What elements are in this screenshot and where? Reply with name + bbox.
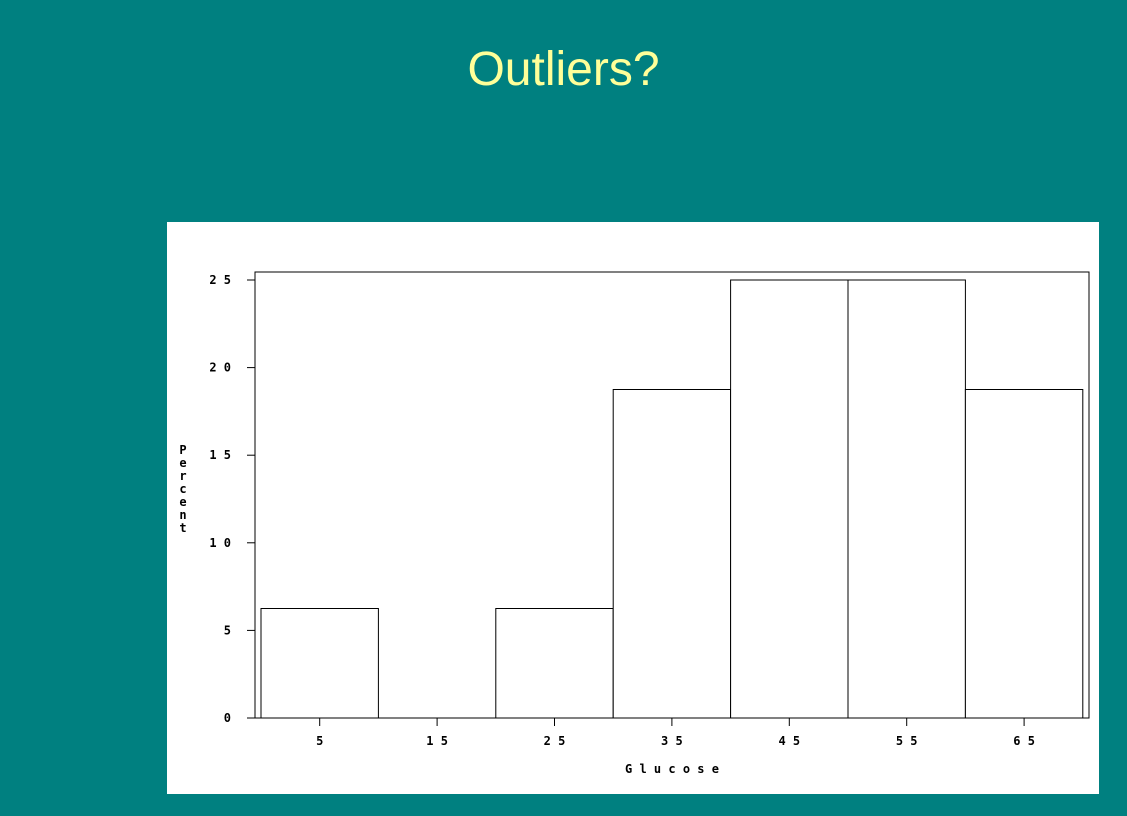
- histogram-bar: [495, 608, 614, 719]
- x-tick-label: 6 5: [1013, 734, 1035, 748]
- y-tick-label: 1 5: [209, 448, 231, 462]
- y-axis-label-letter: e: [179, 495, 186, 509]
- x-tick-label: 2 5: [544, 734, 566, 748]
- histogram-bar: [260, 608, 379, 719]
- x-tick-label: 3 5: [661, 734, 683, 748]
- x-tick-label: 5: [316, 734, 323, 748]
- x-tick-label: 4 5: [778, 734, 800, 748]
- histogram-bar: [730, 279, 849, 719]
- y-tick-label: 1 0: [209, 536, 231, 550]
- y-axis-label-letter: e: [179, 456, 186, 470]
- y-axis-label-letter: P: [179, 443, 186, 457]
- y-axis-label-letter: n: [179, 508, 186, 522]
- chart-panel: 0 5 1 0 1 5 2 0 2 5 5 1 5 2 5 3 5 4 5 5 5 6 5 G l u c…: [167, 222, 1099, 794]
- y-tick-label: 5: [224, 623, 231, 637]
- histogram-bar: [964, 389, 1084, 719]
- slide-title: Outliers?: [467, 43, 660, 96]
- histogram-chart: 0 5 1 0 1 5 2 0 2 5 5 1 5 2 5 3 5 4 5 5 5 6 5 G l u c…: [179, 271, 1090, 776]
- x-axis-label: G l u c o s e: [625, 762, 719, 776]
- x-tick-label: 1 5: [426, 734, 448, 748]
- histogram-bar: [847, 279, 966, 719]
- y-tick-label: 2 5: [209, 273, 231, 287]
- y-tick-label: 0: [224, 711, 231, 725]
- y-axis-label-letter: t: [179, 521, 186, 535]
- y-axis-label-letter: c: [179, 482, 186, 496]
- histogram-bar: [612, 389, 732, 719]
- y-tick-label: 2 0: [209, 361, 231, 375]
- x-tick-label: 5 5: [896, 734, 918, 748]
- y-axis-label-letter: r: [179, 469, 186, 483]
